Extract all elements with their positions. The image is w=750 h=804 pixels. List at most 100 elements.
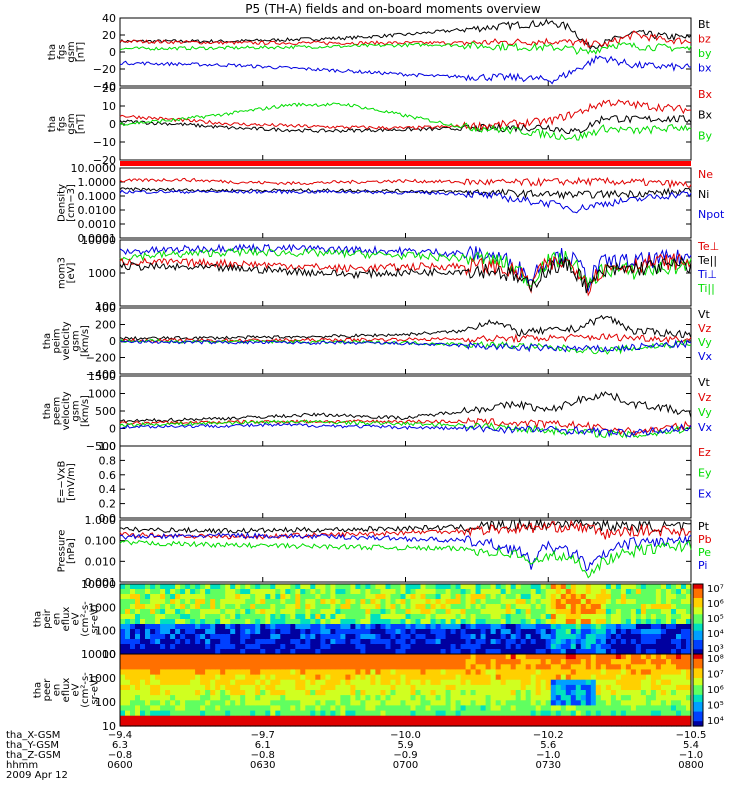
heatmap-cell bbox=[460, 669, 467, 676]
heatmap-cell bbox=[245, 659, 251, 665]
series-line bbox=[119, 189, 692, 214]
heatmap-cell bbox=[681, 594, 687, 600]
heatmap-cell bbox=[325, 705, 331, 712]
heatmap-cell bbox=[405, 669, 412, 676]
heatmap-cell bbox=[260, 720, 266, 727]
heatmap-cell bbox=[671, 664, 677, 670]
heatmap-cell bbox=[681, 649, 687, 655]
heatmap-cell bbox=[245, 669, 251, 676]
heatmap-cell bbox=[245, 720, 251, 727]
heatmap-cell bbox=[470, 649, 477, 655]
heatmap-cell bbox=[335, 619, 341, 625]
heatmap-cell bbox=[485, 584, 492, 590]
heatmap-cell bbox=[230, 695, 236, 701]
heatmap-cell bbox=[595, 629, 602, 635]
heatmap-cell bbox=[540, 710, 547, 717]
heatmap-cell bbox=[330, 624, 336, 630]
heatmap-cell bbox=[390, 614, 397, 620]
heatmap-cell bbox=[686, 589, 692, 595]
heatmap-cell bbox=[390, 594, 397, 600]
heatmap-cell bbox=[495, 659, 502, 665]
colorbar-swatch bbox=[693, 584, 703, 587]
heatmap-cell bbox=[570, 614, 577, 620]
heatmap-cell bbox=[285, 659, 291, 665]
heatmap-cell bbox=[520, 674, 527, 681]
y-axis-label: velocity bbox=[61, 391, 72, 430]
heatmap-cell bbox=[210, 679, 216, 686]
heatmap-cell bbox=[630, 695, 637, 701]
heatmap-cell bbox=[370, 674, 376, 681]
heatmap-cell bbox=[375, 599, 381, 605]
heatmap-cell bbox=[430, 644, 437, 650]
heatmap-cell bbox=[630, 644, 637, 650]
heatmap-cell bbox=[515, 634, 522, 640]
heatmap-cell bbox=[360, 604, 366, 610]
heatmap-cell bbox=[555, 599, 562, 605]
heatmap-cell bbox=[650, 700, 657, 706]
heatmap-cell bbox=[170, 690, 176, 696]
heatmap-cell bbox=[120, 614, 126, 620]
colorbar-swatch bbox=[693, 718, 703, 722]
heatmap-cell bbox=[550, 599, 557, 605]
heatmap-cell bbox=[190, 609, 196, 615]
heatmap-cell bbox=[245, 629, 251, 635]
heatmap-cell bbox=[150, 684, 156, 691]
heatmap-cell bbox=[220, 644, 226, 650]
heatmap-cell bbox=[130, 720, 136, 727]
heatmap-cell bbox=[465, 679, 472, 686]
heatmap-cell bbox=[250, 664, 256, 670]
heatmap-cell bbox=[610, 710, 617, 717]
heatmap-cell bbox=[285, 710, 291, 717]
heatmap-cell bbox=[170, 684, 176, 691]
heatmap-cell bbox=[370, 629, 376, 635]
heatmap-cell bbox=[555, 669, 562, 676]
heatmap-cell bbox=[370, 594, 376, 600]
heatmap-cell bbox=[240, 644, 246, 650]
heatmap-cell bbox=[620, 684, 627, 691]
heatmap-cell bbox=[655, 654, 662, 660]
heatmap-cell bbox=[500, 614, 507, 620]
heatmap-cell bbox=[475, 674, 482, 681]
heatmap-cell bbox=[505, 589, 512, 595]
heatmap-cell bbox=[575, 584, 582, 590]
heatmap-cell bbox=[540, 674, 547, 681]
heatmap-cell bbox=[535, 629, 542, 635]
heatmap-cell bbox=[310, 684, 316, 691]
heatmap-cell bbox=[565, 624, 572, 630]
heatmap-cell bbox=[465, 674, 472, 681]
heatmap-cell bbox=[280, 669, 286, 676]
heatmap-cell bbox=[425, 705, 432, 712]
heatmap-cell bbox=[330, 695, 336, 701]
heatmap-cell bbox=[265, 695, 271, 701]
heatmap-cell bbox=[435, 695, 442, 701]
heatmap-cell bbox=[165, 654, 171, 660]
heatmap-cell bbox=[550, 594, 557, 600]
heatmap-cell bbox=[315, 684, 321, 691]
heatmap-cell bbox=[320, 584, 326, 590]
heatmap-cell bbox=[325, 669, 331, 676]
heatmap-cell bbox=[305, 624, 311, 630]
heatmap-cell bbox=[425, 599, 432, 605]
heatmap-cell bbox=[420, 705, 427, 712]
heatmap-cell bbox=[240, 649, 246, 655]
heatmap-cell bbox=[630, 624, 637, 630]
heatmap-cell bbox=[390, 705, 397, 712]
heatmap-cell bbox=[205, 705, 211, 712]
heatmap-cell bbox=[230, 639, 236, 645]
heatmap-cell bbox=[165, 659, 171, 665]
heatmap-cell bbox=[290, 695, 296, 701]
heatmap-cell bbox=[570, 604, 577, 610]
heatmap-cell bbox=[570, 715, 577, 722]
heatmap-cell bbox=[676, 710, 682, 717]
heatmap-cell bbox=[250, 614, 256, 620]
heatmap-cell bbox=[335, 614, 341, 620]
heatmap-cell bbox=[380, 674, 387, 681]
heatmap-cell bbox=[681, 700, 687, 706]
heatmap-cell bbox=[435, 705, 442, 712]
heatmap-cell bbox=[630, 599, 637, 605]
heatmap-cell bbox=[540, 700, 547, 706]
heatmap-cell bbox=[410, 624, 417, 630]
heatmap-cell bbox=[460, 684, 467, 691]
heatmap-cell bbox=[450, 695, 457, 701]
heatmap-cell bbox=[645, 679, 652, 686]
